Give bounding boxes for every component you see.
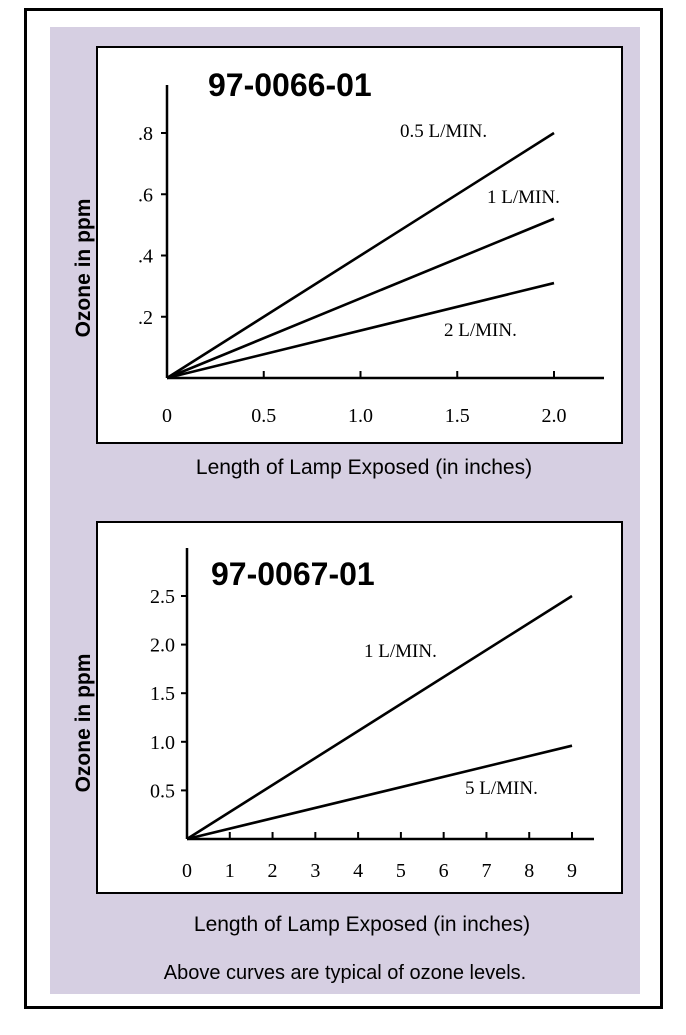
chart-2-x-tick-label: 3: [310, 860, 320, 882]
chart-2-y-tick-label: 2.0: [150, 635, 175, 657]
chart-1-x-axis-title: Length of Lamp Exposed (in inches): [196, 456, 532, 479]
chart-1-y-tick-label: .2: [138, 307, 153, 329]
chart-2-title: 97-0067-01: [211, 556, 375, 592]
chart-1-y-tick-label: .8: [138, 123, 153, 145]
figure-caption: Above curves are typical of ozone levels…: [163, 962, 527, 984]
chart-1-x-tick-label: 0.5: [251, 405, 276, 427]
chart-2-y-tick-label: 1.0: [150, 732, 175, 754]
chart-1-plot: 0 0.5 1.0 1.5 2.0 .2 .4 .6 .8 0.5 L/MIN. 1 L/MIN. 2…: [138, 85, 604, 427]
chart-1-frame: [96, 46, 623, 444]
chart-1-x-tick-label: 2.0: [542, 405, 567, 427]
chart-1-series-label-1: 0.5 L/MIN.: [400, 121, 487, 142]
chart-1-series-line-2: [166, 217, 555, 380]
chart-2-x-tick-label: 0: [182, 860, 192, 882]
chart-1-x-tick-label: 0: [162, 405, 172, 427]
chart-2-series-label-1: 1 L/MIN.: [364, 641, 437, 662]
chart-2-y-tick-label: 1.5: [150, 683, 175, 705]
chart-1-x-tick-label: 1.0: [348, 405, 373, 427]
chart-2-x-tick-label: 4: [353, 860, 363, 882]
chart-2-y-tick-label: 0.5: [150, 780, 175, 802]
chart-2-x-tick-label: 8: [524, 860, 534, 882]
chart-2-x-tick-label: 5: [396, 860, 406, 882]
chart-1-y-tick-label: .6: [138, 184, 153, 206]
chart-97-0066-01: 97-0066-01 Ozone in ppm Length of Lamp E…: [72, 46, 623, 479]
chart-2-frame: [96, 521, 623, 894]
chart-1-title: 97-0066-01: [208, 67, 372, 103]
chart-2-x-tick-label: 1: [225, 860, 235, 882]
chart-2-x-axis-title: Length of Lamp Exposed (in inches): [194, 913, 530, 936]
chart-1-y-axis-title: Ozone in ppm: [72, 199, 95, 338]
chart-2-y-axis-title: Ozone in ppm: [72, 654, 95, 793]
chart-1-series-line-1: [166, 131, 555, 380]
chart-97-0067-01: 97-0067-01 Ozone in ppm Length of Lamp E…: [72, 521, 623, 936]
chart-2-x-tick-label: 7: [481, 860, 491, 882]
chart-1-series-label-2: 1 L/MIN.: [487, 187, 560, 208]
chart-1-series-label-3: 2 L/MIN.: [444, 320, 517, 341]
chart-2-x-tick-label: 6: [439, 860, 449, 882]
chart-1-y-tick-label: .4: [138, 246, 153, 268]
chart-2-y-tick-label: 2.5: [150, 586, 175, 608]
chart-2-plot: 0 1 2 3 4 5 6 7 8 9 0.5 1.0 1.5 2.0 2.5 1 L/MIN. 5 L/MIN…: [150, 548, 594, 882]
chart-2-series-line-2: [186, 744, 573, 841]
chart-1-series-line-3: [166, 281, 555, 380]
chart-2-series-label-2: 5 L/MIN.: [465, 778, 538, 799]
chart-2-series-line-1: [186, 594, 573, 841]
chart-1-x-tick-label: 1.5: [445, 405, 470, 427]
chart-2-x-tick-label: 2: [268, 860, 278, 882]
chart-2-x-tick-label: 9: [567, 860, 577, 882]
